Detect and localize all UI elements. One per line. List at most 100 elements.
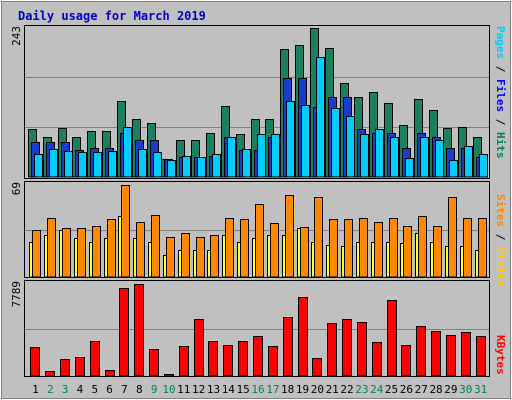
legend-top-part-3: /	[494, 112, 507, 132]
bar-sites-day-8	[136, 222, 145, 278]
x-label-day-2: 2	[47, 383, 54, 396]
x-label-day-3: 3	[62, 383, 69, 396]
legend-top-part-2: Files	[494, 79, 507, 112]
x-label-day-21: 21	[326, 383, 339, 396]
bar-kbytes-day-5	[90, 341, 100, 377]
bar-sites-day-22	[344, 219, 353, 278]
bar-pages-day-29	[449, 160, 458, 178]
bar-kbytes-day-26	[401, 345, 411, 377]
bar-sites-day-31	[478, 218, 487, 278]
bar-sites-day-27	[418, 216, 427, 278]
bar-pages-day-17	[271, 134, 280, 178]
panel-middle-legend: Sites / Visits	[494, 194, 507, 287]
bar-pages-day-6	[108, 151, 117, 178]
bar-kbytes-day-3	[60, 359, 70, 377]
bar-kbytes-day-31	[476, 336, 486, 377]
bar-kbytes-day-7	[119, 288, 129, 377]
bar-pages-day-12	[197, 157, 206, 178]
bar-kbytes-day-13	[208, 341, 218, 377]
x-label-day-14: 14	[222, 383, 236, 396]
bar-pages-day-30	[464, 146, 473, 178]
x-label-day-18: 18	[281, 383, 294, 396]
bar-pages-day-19	[301, 105, 310, 178]
bar-kbytes-day-21	[327, 323, 337, 377]
bar-sites-day-5	[92, 226, 101, 278]
x-label-day-17: 17	[266, 383, 279, 396]
bar-sites-day-4	[77, 228, 86, 278]
x-label-day-16: 16	[251, 383, 264, 396]
bar-sites-day-15	[240, 219, 249, 278]
bar-sites-day-12	[196, 237, 205, 278]
bar-kbytes-day-25	[387, 300, 397, 377]
bar-kbytes-day-16	[253, 336, 263, 377]
x-label-day-19: 19	[296, 383, 309, 396]
bar-pages-day-11	[182, 156, 191, 178]
bar-pages-day-2	[49, 149, 58, 178]
bar-kbytes-day-11	[179, 346, 189, 377]
x-label-day-26: 26	[400, 383, 413, 396]
bar-sites-day-17	[270, 223, 279, 278]
panel-bottom-legend: KBytes	[494, 335, 507, 375]
x-label-day-27: 27	[415, 383, 428, 396]
bar-sites-day-16	[255, 204, 264, 278]
bar-sites-day-20	[314, 197, 323, 278]
legend-top-part-4: Hits	[494, 132, 507, 159]
x-axis-labels: 1 2 3 4 5 6 7 8 9 10 11 12 13 14 15 16 17 18 19 20 21 22 23 24 2…	[32, 383, 487, 396]
bar-sites-day-9	[151, 215, 160, 278]
bar-pages-day-21	[331, 108, 340, 178]
bar-kbytes-day-14	[223, 345, 233, 377]
bar-sites-day-2	[47, 218, 56, 278]
bar-sites-day-28	[433, 226, 442, 278]
x-label-day-25: 25	[385, 383, 398, 396]
bar-kbytes-day-20	[312, 358, 322, 377]
panel-bottom-ymax-label: 7789	[10, 281, 23, 308]
bar-kbytes-day-9	[149, 349, 159, 377]
bar-kbytes-day-29	[446, 335, 456, 377]
bar-kbytes-day-23	[357, 322, 367, 377]
bar-pages-day-14	[227, 137, 236, 178]
bar-sites-day-1	[32, 230, 41, 278]
bar-pages-day-26	[405, 158, 414, 178]
bar-pages-day-18	[286, 101, 295, 178]
bar-pages-day-8	[138, 149, 147, 178]
bar-kbytes-day-30	[461, 332, 471, 377]
bar-kbytes-day-6	[105, 370, 115, 377]
x-label-day-13: 13	[207, 383, 220, 396]
bar-sites-day-25	[389, 218, 398, 278]
bars-layer	[28, 28, 488, 377]
x-label-day-22: 22	[340, 383, 353, 396]
x-label-day-9: 9	[151, 383, 158, 396]
bar-sites-day-6	[107, 219, 116, 278]
panel-top-ymax-label: 243	[10, 26, 23, 46]
bar-pages-day-20	[316, 57, 325, 178]
bar-sites-day-11	[181, 233, 190, 278]
bar-sites-day-7	[121, 185, 130, 278]
bar-sites-day-18	[285, 195, 294, 278]
bar-pages-day-10	[167, 160, 176, 178]
x-label-day-6: 6	[106, 383, 113, 396]
panel-middle-ymax-label: 69	[10, 182, 23, 195]
bar-pages-day-24	[375, 129, 384, 178]
bar-kbytes-day-28	[431, 331, 441, 377]
bar-sites-day-26	[403, 226, 412, 278]
bar-kbytes-day-27	[416, 326, 426, 377]
bar-sites-day-19	[300, 227, 309, 278]
bar-pages-day-1	[34, 154, 43, 178]
x-label-day-10: 10	[162, 383, 175, 396]
bar-kbytes-day-17	[268, 346, 278, 377]
panel-top-legend: Pages / Files / Hits	[494, 26, 507, 159]
x-label-day-11: 11	[177, 383, 190, 396]
bar-kbytes-day-8	[134, 284, 144, 377]
bar-pages-day-5	[93, 152, 102, 178]
bar-sites-day-23	[359, 218, 368, 278]
bar-sites-day-21	[329, 219, 338, 278]
x-label-day-12: 12	[192, 383, 205, 396]
legend-middle-part-1: /	[494, 227, 507, 247]
x-label-day-5: 5	[91, 383, 98, 396]
legend-top-part-0: Pages	[494, 26, 507, 59]
bar-kbytes-day-10	[164, 374, 174, 377]
bar-pages-day-27	[420, 137, 429, 178]
x-label-day-15: 15	[237, 383, 250, 396]
x-label-day-31: 31	[474, 383, 487, 396]
